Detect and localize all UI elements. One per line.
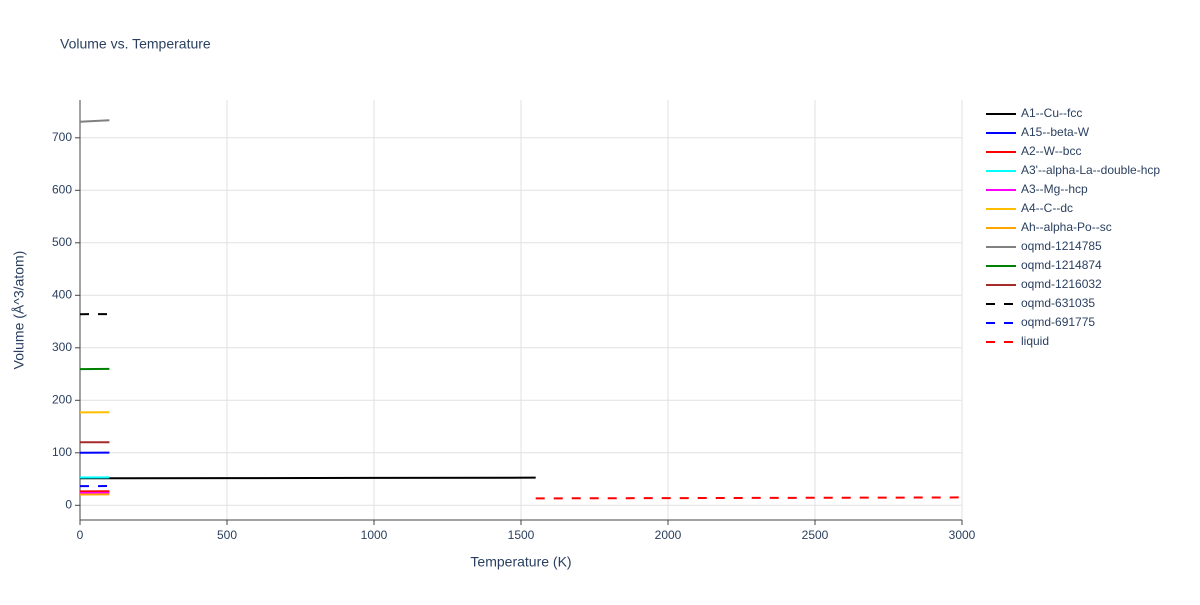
x-tick-label: 3000: [949, 528, 976, 542]
grid: 0 500 1000 1500 2000 2500 3000 0 100 200 300 400 500…: [52, 100, 976, 542]
legend-label: A2--W--bcc: [1021, 144, 1081, 158]
series-line: [80, 478, 536, 479]
series-line: [536, 497, 962, 498]
legend-label: oqmd-1214785: [1021, 239, 1102, 253]
legend-label: A15--beta-W: [1021, 125, 1090, 139]
legend: A1--Cu--fcc A15--beta-W A2--W--bcc A3'--alp…: [986, 106, 1160, 348]
y-tick-label: 700: [52, 130, 72, 144]
legend-label: A3'--alpha-La--double-hcp: [1021, 163, 1160, 177]
x-tick-label: 1500: [508, 528, 535, 542]
y-tick-label: 400: [52, 287, 72, 301]
y-tick-label: 0: [65, 497, 72, 511]
x-tick-label: 2500: [802, 528, 829, 542]
y-axis-label: Volume (Å^3/atom): [11, 251, 27, 370]
legend-label: A3--Mg--hcp: [1021, 182, 1088, 196]
y-tick-label: 500: [52, 235, 72, 249]
x-axis-label: Temperature (K): [470, 554, 571, 570]
x-tick-label: 0: [77, 528, 84, 542]
legend-label: liquid: [1021, 334, 1049, 348]
legend-label: A1--Cu--fcc: [1021, 106, 1082, 120]
legend-label: Ah--alpha-Po--sc: [1021, 220, 1112, 234]
series-line: [80, 120, 109, 122]
y-tick-label: 600: [52, 182, 72, 196]
legend-label: oqmd-1216032: [1021, 277, 1102, 291]
chart-title: Volume vs. Temperature: [60, 36, 211, 52]
y-tick-label: 300: [52, 340, 72, 354]
legend-label: A4--C--dc: [1021, 201, 1073, 215]
y-tick-label: 200: [52, 392, 72, 406]
x-tick-label: 500: [217, 528, 237, 542]
legend-label: oqmd-691775: [1021, 315, 1095, 329]
x-tick-label: 1000: [361, 528, 388, 542]
y-tick-label: 100: [52, 445, 72, 459]
legend-label: oqmd-631035: [1021, 296, 1095, 310]
x-tick-label: 2000: [655, 528, 682, 542]
legend-label: oqmd-1214874: [1021, 258, 1102, 272]
